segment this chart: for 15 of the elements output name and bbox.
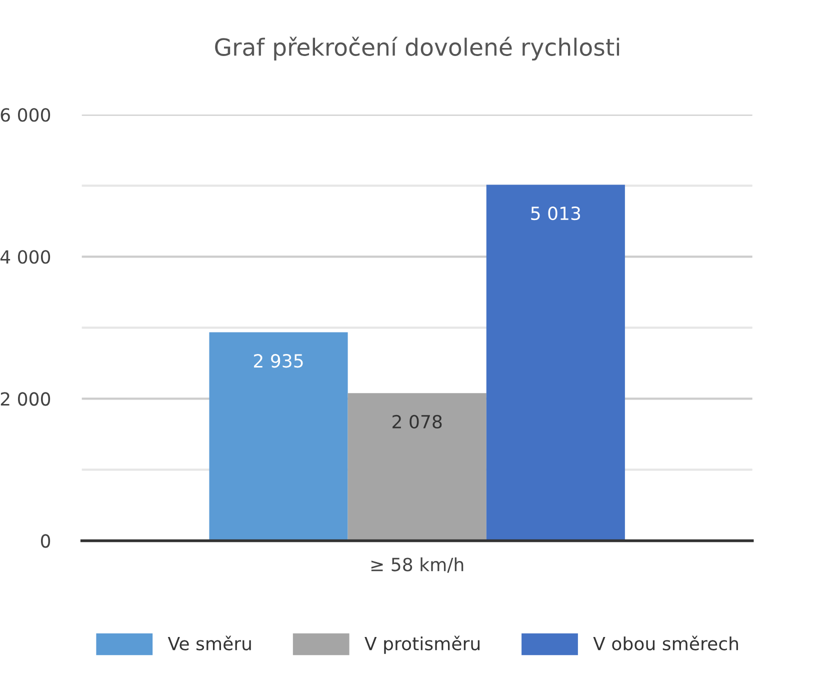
data-label: 2 078 [392,414,442,429]
chart-title: Graf překročení dovolené rychlosti [215,36,620,61]
y-tick-label: 0 [40,534,50,548]
legend-label: V obou směrech [593,636,738,650]
bar [486,184,625,541]
x-tick-label: ≥ 58 km/h [371,557,464,573]
data-label: 5 013 [531,206,580,220]
data-label: 2 935 [254,354,303,368]
legend-label: V protisměru [364,636,480,654]
y-tick-label: 2 000 [0,392,50,406]
y-tick-label: 6 000 [0,108,50,122]
bar [209,332,348,541]
legend-label: Ve směru [168,636,251,650]
bar [348,393,486,541]
y-tick-label: 4 000 [0,250,50,264]
